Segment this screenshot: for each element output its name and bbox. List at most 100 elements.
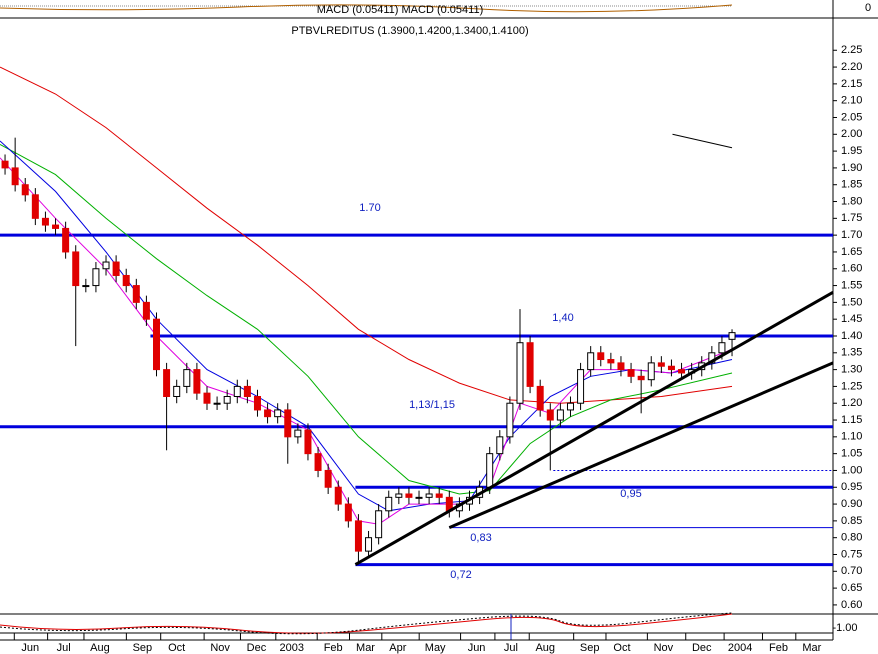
candle-body (203, 392, 211, 404)
y-tick-label: 0.75 (841, 548, 862, 560)
macd-label: MACD (0.05411) MACD (0.05411) (317, 4, 484, 16)
candle-body (102, 261, 110, 270)
y-tick-label: 2.10 (841, 95, 862, 107)
candle-body (243, 385, 251, 397)
candle-body (284, 409, 292, 438)
x-tick-label: Nov (210, 642, 230, 654)
moving-average (0, 66, 733, 404)
candle-body (506, 402, 514, 438)
candle-body (11, 167, 19, 186)
y-tick-label: 0.60 (841, 599, 862, 611)
candle-body (213, 402, 221, 405)
x-tick-label: 2004 (728, 642, 752, 654)
candle-body (728, 332, 736, 340)
candle-body (253, 395, 261, 411)
candle-body (536, 385, 544, 411)
y-tick-label: 1.30 (841, 364, 862, 376)
trend-line (448, 361, 834, 529)
candle-body (405, 493, 413, 498)
candle-body (577, 369, 585, 404)
candle-body (264, 409, 272, 418)
y-tick-label: 1.70 (841, 229, 862, 241)
x-tick-label: Jul (504, 642, 518, 654)
y-tick-label: 1.00 (841, 464, 862, 476)
annotation: 1,13/1,15 (409, 399, 455, 411)
candle-body (223, 395, 231, 404)
x-tick-label: 2003 (280, 642, 304, 654)
y-tick-label: 1.35 (841, 347, 862, 359)
x-tick-label: Jul (57, 642, 71, 654)
y-tick-label: 1.80 (841, 195, 862, 207)
y-tick-label: 1.55 (841, 279, 862, 291)
candle-body (233, 385, 241, 397)
candle-body (627, 369, 635, 377)
candle-body (1, 160, 9, 169)
candle-body (183, 369, 191, 387)
y-tick-label: 1.15 (841, 414, 862, 426)
candle-body (72, 251, 80, 287)
candle-body (193, 369, 201, 394)
candle-body (153, 318, 161, 371)
y-tick-label: 1.85 (841, 179, 862, 191)
candle-body (21, 184, 29, 196)
y-tick-label: 1.60 (841, 263, 862, 275)
moving-average (0, 157, 733, 525)
candle-body (415, 496, 423, 499)
x-tick-label: Jun (468, 642, 486, 654)
y-tick-label: 1.95 (841, 145, 862, 157)
y-tick-label: 0.70 (841, 565, 862, 577)
x-tick-label: Mar (802, 642, 821, 654)
x-tick-label: Feb (324, 642, 343, 654)
y-tick-label: 0.90 (841, 498, 862, 510)
annotation: 1,40 (552, 312, 573, 324)
candle-body (718, 342, 726, 354)
y-tick-label: 2.00 (841, 128, 862, 140)
candle-body (344, 503, 352, 522)
candle-body (678, 369, 686, 374)
candle-body (62, 227, 70, 253)
x-tick-label: Mar (356, 642, 375, 654)
y-tick-label: 2.25 (841, 44, 862, 56)
x-tick-label: Oct (613, 642, 630, 654)
candle-body (587, 352, 595, 371)
annotation: 0,83 (470, 532, 491, 544)
candle-body (304, 429, 312, 455)
y-tick-label: 2.20 (841, 61, 862, 73)
osc-axis-label: -1.00 (832, 622, 857, 634)
candle-body (92, 268, 100, 287)
x-tick-label: Oct (168, 642, 185, 654)
y-tick-label: 1.10 (841, 431, 862, 443)
candle-body (435, 493, 443, 498)
x-tick-label: Feb (769, 642, 788, 654)
y-tick-label: 0.85 (841, 515, 862, 527)
y-tick-label: 0.80 (841, 532, 862, 544)
candle-body (657, 362, 665, 367)
x-tick-label: Dec (247, 642, 267, 654)
candle-body (647, 362, 655, 381)
y-tick-label: 2.05 (841, 111, 862, 123)
candle-body (395, 493, 403, 498)
osc-signal (0, 612, 733, 635)
x-tick-label: Dec (692, 642, 712, 654)
candle-body (163, 369, 171, 397)
x-tick-label: Apr (389, 642, 406, 654)
x-tick-label: Aug (90, 642, 110, 654)
candle-body (122, 274, 130, 287)
y-tick-label: 1.50 (841, 296, 862, 308)
candle-body (385, 496, 393, 512)
y-tick-label: 1.25 (841, 380, 862, 392)
trend-line (672, 133, 733, 149)
candle-body (607, 359, 615, 364)
candle-body (617, 362, 625, 371)
x-tick-label: Aug (535, 642, 555, 654)
candle-body (486, 453, 494, 488)
candle-body (41, 217, 49, 226)
candle-body (334, 486, 342, 505)
candle-body (324, 469, 332, 488)
osc-line (0, 613, 733, 634)
candle-body (556, 409, 564, 421)
y-tick-label: 1.20 (841, 397, 862, 409)
chart-title: PTBVLREDITUS (1.3900,1.4200,1.3400,1.410… (291, 25, 528, 37)
